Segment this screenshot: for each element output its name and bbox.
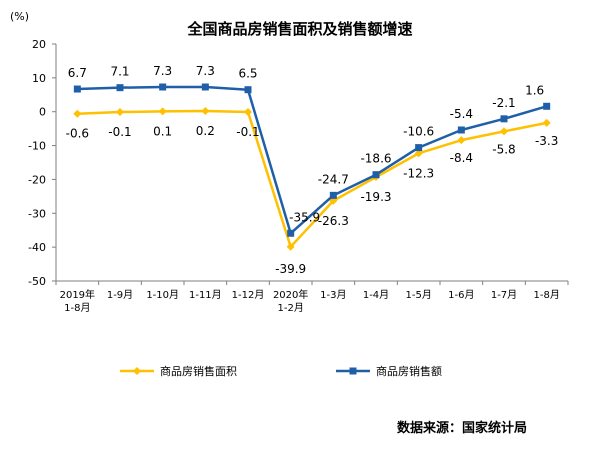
data-point <box>244 86 252 94</box>
data-point <box>329 191 337 199</box>
data-point <box>372 171 380 179</box>
data-point <box>73 109 82 118</box>
data-point <box>201 107 210 116</box>
x-tick-label: 1-9月 <box>107 289 133 301</box>
series-line-2 <box>77 85 548 235</box>
data-label: -24.7 <box>318 172 349 186</box>
data-point <box>414 149 423 158</box>
x-tick-label: 2020年 <box>273 288 308 301</box>
x-tick-label: 1-6月 <box>448 289 474 301</box>
data-label: -18.6 <box>360 152 391 166</box>
data-label: 1.6 <box>525 83 544 97</box>
data-point <box>201 83 209 91</box>
data-point <box>159 83 167 91</box>
data-label: 7.3 <box>153 64 172 78</box>
series-line-1 <box>77 109 547 249</box>
y-tick-label: 0 <box>39 106 46 119</box>
data-label: 6.7 <box>68 66 87 80</box>
data-label: -26.3 <box>318 214 349 228</box>
data-label: -39.9 <box>275 262 306 276</box>
y-tick-label: -50 <box>28 275 46 288</box>
data-point <box>244 108 252 117</box>
x-tick-label: 1-8月 <box>64 302 90 314</box>
legend-label: 商品房销售面积 <box>160 364 237 378</box>
data-point <box>457 136 466 145</box>
data-point <box>457 126 465 134</box>
data-label: 0.1 <box>153 124 172 138</box>
y-tick-label: -10 <box>28 140 46 153</box>
data-label: -0.1 <box>236 125 259 139</box>
x-tick-label: 1-12月 <box>232 289 265 301</box>
source-note: 数据来源：国家统计局 <box>397 420 527 436</box>
data-label: 7.1 <box>110 65 129 79</box>
data-point <box>415 144 423 152</box>
data-point <box>286 242 295 251</box>
data-label: -3.3 <box>535 134 558 148</box>
x-tick-label: 1-2月 <box>277 302 303 314</box>
data-point <box>500 115 508 123</box>
y-tick-label: -30 <box>28 207 46 220</box>
x-tick-label: 1-11月 <box>189 289 222 301</box>
data-point <box>116 108 124 117</box>
data-label: -5.8 <box>492 142 515 156</box>
x-tick-label: 2019年 <box>60 288 95 301</box>
x-tick-label: 1-10月 <box>146 289 179 301</box>
data-point <box>158 107 167 116</box>
y-tick-label: 20 <box>32 38 46 51</box>
data-label: -19.3 <box>360 190 391 204</box>
legend: 商品房销售面积 商品房销售额 <box>120 364 442 378</box>
data-point <box>73 85 81 93</box>
data-label: -5.4 <box>450 107 473 121</box>
data-label: -10.6 <box>403 125 434 139</box>
data-label: -0.1 <box>108 125 131 139</box>
data-point <box>116 84 124 92</box>
legend-marker <box>349 367 357 375</box>
y-tick-label: -20 <box>28 173 46 186</box>
y-tick-label: 10 <box>32 72 46 85</box>
data-label: -35.9 <box>289 210 320 224</box>
data-label: 6.5 <box>238 67 257 81</box>
data-point <box>542 118 551 127</box>
legend-marker <box>133 367 141 375</box>
legend-label: 商品房销售额 <box>376 364 442 378</box>
data-label: 7.3 <box>196 64 215 78</box>
data-label: -0.6 <box>66 127 89 141</box>
data-label: -8.4 <box>450 151 473 165</box>
x-tick-label: 1-7月 <box>491 289 517 301</box>
x-tick-label: 1-5月 <box>405 289 431 301</box>
y-tick-label: -40 <box>28 241 46 254</box>
data-point <box>500 127 508 136</box>
x-tick-label: 1-3月 <box>320 289 346 301</box>
data-label: -2.1 <box>492 96 515 110</box>
data-label: 0.2 <box>196 124 215 138</box>
y-axis-unit: (%) <box>10 10 29 23</box>
x-tick-label: 1-8月 <box>533 289 559 301</box>
data-label: -12.3 <box>403 166 434 180</box>
chart-title: 全国商品房销售面积及销售额增速 <box>186 20 412 38</box>
data-point <box>543 102 551 110</box>
data-point <box>287 229 295 237</box>
x-tick-label: 1-4月 <box>363 289 389 301</box>
